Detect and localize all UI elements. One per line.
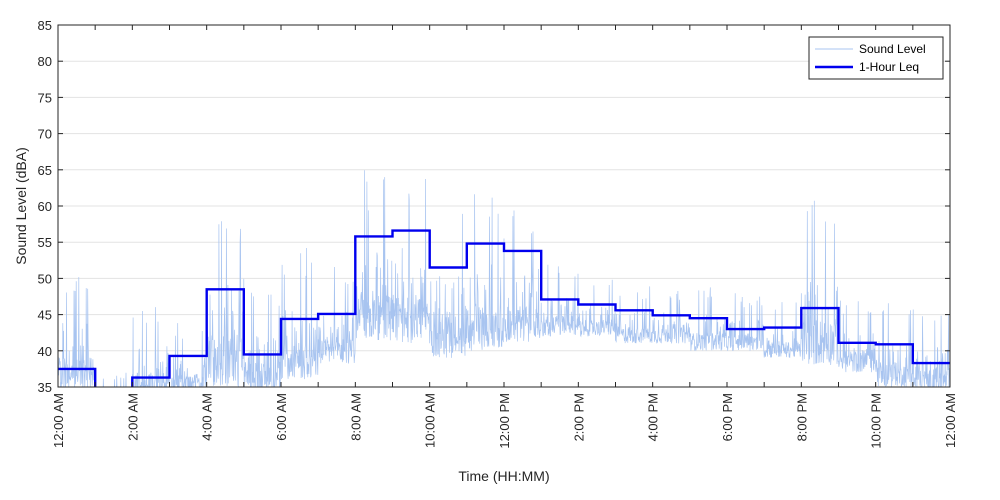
y-tick-labels: 35 40 45 50 55 60 65 70 75 80 85 [38, 18, 52, 395]
legend: Sound Level 1-Hour Leq [808, 36, 944, 80]
y-tick-label: 75 [38, 90, 52, 105]
x-tick-label: 4:00 AM [200, 393, 215, 441]
y-axis-title: Sound Level (dBA) [13, 147, 29, 265]
x-tick-label: 6:00 PM [720, 393, 735, 441]
x-axis-title: Time (HH:MM) [458, 468, 549, 484]
x-tick-label: 12:00 AM [943, 393, 958, 448]
axis-ticks [57, 24, 951, 388]
y-tick-label: 40 [38, 344, 52, 359]
leq-step-line [58, 229, 950, 387]
y-tick-label: 65 [38, 163, 52, 178]
x-tick-label: 12:00 AM [51, 393, 66, 448]
x-tick-label: 2:00 AM [125, 393, 140, 441]
x-tick-label: 2:00 PM [571, 393, 586, 441]
legend-label-1-hour-leq: 1-Hour Leq [859, 60, 919, 74]
x-tick-label: 12:00 PM [497, 393, 512, 449]
series-1-hour-leq [58, 229, 950, 387]
y-tick-label: 55 [38, 235, 52, 250]
x-tick-label: 8:00 PM [794, 393, 809, 441]
plot-series [58, 170, 950, 387]
y-tick-label: 60 [38, 199, 52, 214]
x-tick-labels: 12:00 AM 2:00 AM 4:00 AM 6:00 AM 8:00 AM 10:0… [51, 393, 958, 449]
y-tick-label: 80 [38, 54, 52, 69]
sound-level-trace [58, 170, 950, 387]
legend-box [808, 36, 944, 80]
x-tick-label: 10:00 PM [869, 393, 884, 449]
legend-label-sound-level: Sound Level [859, 42, 926, 56]
x-tick-label: 10:00 AM [423, 393, 438, 448]
y-tick-label: 70 [38, 127, 52, 142]
series-sound-level [58, 170, 950, 387]
x-tick-label: 8:00 AM [348, 393, 363, 441]
y-tick-label: 50 [38, 271, 52, 286]
x-tick-label: 6:00 AM [274, 393, 289, 441]
y-tick-label: 35 [38, 380, 52, 395]
x-tick-label: 4:00 PM [646, 393, 661, 441]
y-tick-label: 85 [38, 18, 52, 33]
y-tick-label: 45 [38, 308, 52, 323]
